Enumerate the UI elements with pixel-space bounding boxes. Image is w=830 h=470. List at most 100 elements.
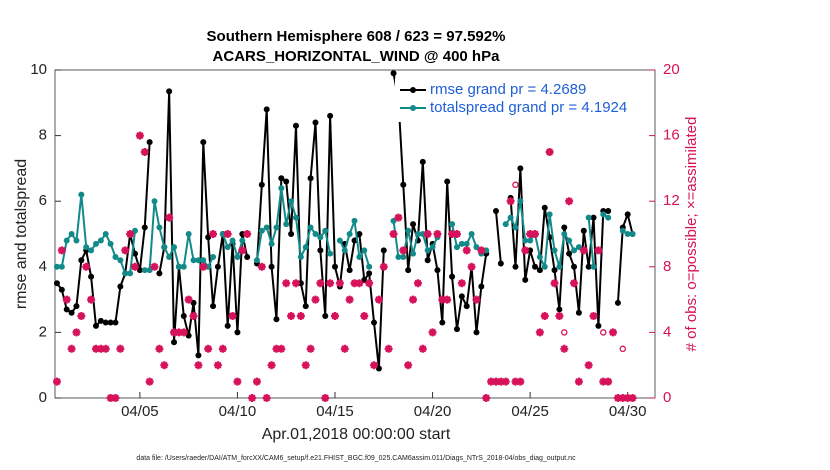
possible-obs-marker bbox=[619, 345, 627, 353]
assimilated-obs-marker bbox=[140, 148, 149, 156]
data-point bbox=[449, 221, 456, 228]
y2-tick-label: 12 bbox=[663, 192, 680, 209]
data-point bbox=[390, 70, 397, 77]
data-point bbox=[263, 224, 270, 231]
data-point bbox=[463, 303, 470, 310]
data-point bbox=[185, 231, 192, 237]
data-point bbox=[53, 263, 60, 270]
data-point bbox=[561, 224, 568, 231]
data-point bbox=[258, 227, 265, 234]
x-tick-label: 04/05 bbox=[121, 403, 159, 420]
assimilated-obs-marker bbox=[296, 312, 305, 320]
data-point bbox=[356, 253, 363, 260]
assimilated-obs-marker bbox=[355, 279, 364, 288]
assimilated-obs-marker bbox=[618, 394, 627, 402]
data-point bbox=[234, 253, 241, 260]
assimilated-obs-marker bbox=[384, 344, 393, 353]
data-point bbox=[297, 253, 304, 260]
data-point bbox=[512, 224, 519, 231]
data-point bbox=[536, 253, 543, 260]
assimilated-obs-marker bbox=[252, 377, 261, 386]
data-point bbox=[322, 227, 329, 234]
y2-tick-label: 20 bbox=[663, 61, 680, 78]
assimilated-obs-marker bbox=[448, 230, 457, 238]
data-point bbox=[166, 253, 173, 260]
data-point bbox=[312, 119, 319, 126]
assimilated-obs-marker bbox=[277, 344, 286, 353]
legend-marker bbox=[410, 87, 416, 93]
assimilated-obs-marker bbox=[496, 377, 505, 386]
data-point bbox=[575, 309, 582, 316]
y-tick-label: 0 bbox=[39, 389, 47, 406]
assimilated-obs-marker bbox=[443, 295, 452, 304]
data-point bbox=[278, 185, 285, 192]
assimilated-obs-marker bbox=[62, 295, 71, 304]
data-point bbox=[200, 257, 207, 264]
data-point bbox=[210, 253, 217, 260]
assimilated-obs-marker bbox=[589, 312, 598, 320]
data-point bbox=[195, 352, 202, 359]
series-line bbox=[504, 201, 580, 271]
data-point bbox=[551, 267, 558, 274]
data-point bbox=[532, 263, 538, 270]
assimilated-obs-marker bbox=[165, 213, 174, 222]
data-point bbox=[258, 181, 265, 188]
data-point bbox=[122, 270, 129, 277]
assimilated-obs-marker bbox=[531, 230, 539, 238]
data-point bbox=[566, 250, 573, 257]
data-point bbox=[117, 257, 124, 264]
assimilated-obs-marker bbox=[472, 295, 481, 304]
footnote: data file: /Users/raeder/DAI/ATM_forcXX/… bbox=[136, 455, 576, 462]
assimilated-obs-marker bbox=[501, 377, 510, 386]
data-point bbox=[288, 198, 295, 205]
assimilated-obs-marker bbox=[487, 377, 496, 386]
data-point bbox=[351, 217, 358, 224]
data-point bbox=[332, 263, 338, 270]
data-point bbox=[112, 253, 119, 260]
data-point bbox=[458, 240, 465, 247]
assimilated-obs-marker bbox=[350, 279, 359, 288]
data-point bbox=[229, 237, 236, 244]
data-point bbox=[141, 224, 148, 231]
series-line bbox=[392, 73, 488, 333]
data-point bbox=[522, 237, 529, 244]
legend-label: totalspread grand pr = 4.1924 bbox=[430, 99, 627, 116]
data-point bbox=[102, 231, 109, 237]
data-point bbox=[307, 175, 314, 182]
assimilated-obs-marker bbox=[228, 312, 237, 320]
assimilated-obs-marker bbox=[91, 344, 100, 353]
data-point bbox=[419, 158, 426, 165]
assimilated-obs-marker bbox=[491, 377, 500, 386]
data-point bbox=[629, 231, 636, 237]
assimilated-obs-marker bbox=[570, 279, 579, 288]
data-point bbox=[346, 267, 353, 274]
assimilated-obs-marker bbox=[574, 377, 583, 386]
assimilated-obs-marker bbox=[96, 344, 105, 353]
data-point bbox=[268, 263, 275, 270]
data-point bbox=[107, 240, 114, 247]
data-point bbox=[200, 139, 207, 146]
data-point bbox=[239, 231, 246, 237]
data-point bbox=[419, 231, 426, 237]
data-point bbox=[175, 263, 182, 270]
data-point bbox=[449, 273, 456, 280]
assimilated-obs-marker bbox=[101, 344, 110, 353]
x-tick-label: 04/30 bbox=[609, 403, 647, 420]
assimilated-obs-marker bbox=[87, 295, 96, 304]
data-point bbox=[112, 319, 119, 326]
assimilated-obs-marker bbox=[594, 246, 603, 255]
y-tick-label: 8 bbox=[39, 127, 47, 144]
data-point bbox=[58, 286, 65, 293]
legend-box bbox=[395, 78, 648, 122]
chart-title: Southern Hemisphere 608 / 623 = 97.592% bbox=[207, 28, 506, 45]
data-point bbox=[473, 244, 480, 251]
x-tick-label: 04/10 bbox=[219, 403, 257, 420]
data-point bbox=[585, 263, 592, 270]
data-point bbox=[400, 253, 407, 260]
data-point bbox=[497, 260, 504, 267]
assimilated-obs-marker bbox=[613, 394, 622, 402]
assimilated-obs-marker bbox=[331, 312, 339, 320]
data-point bbox=[117, 283, 124, 290]
data-point bbox=[146, 267, 153, 274]
assimilated-obs-marker bbox=[116, 344, 125, 353]
